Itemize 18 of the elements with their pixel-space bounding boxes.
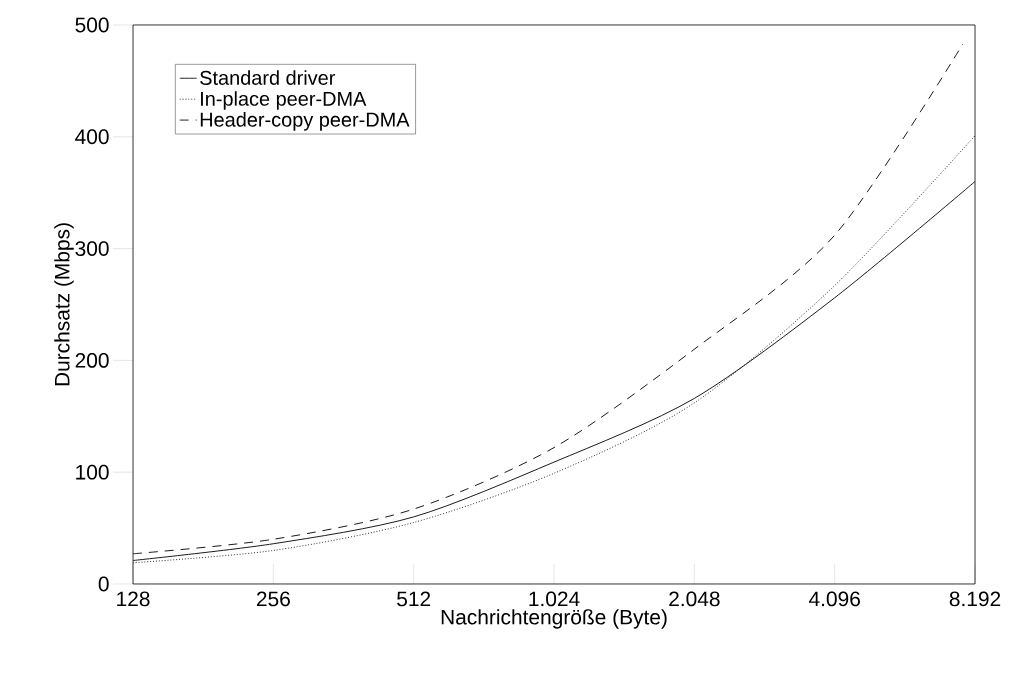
y-tick-label: 200: [75, 352, 109, 368]
legend-label: In-place peer-DMA: [201, 91, 367, 110]
x-tick-label: 4.096: [808, 591, 860, 607]
x-tick-label: 128: [117, 591, 150, 607]
y-tick-label: 0: [98, 576, 109, 592]
legend-label: Header-copy peer-DMA: [200, 112, 410, 131]
legend-label: Standard driver: [200, 70, 336, 85]
x-axis-title: Nachrichtengröße (Byte): [441, 609, 667, 629]
y-tick-label: 400: [75, 129, 109, 145]
y-axis-title: Durchsatz (Mbps): [54, 223, 74, 386]
x-tick-label: 8.192: [949, 591, 1001, 607]
y-tick-label: 100: [76, 464, 109, 480]
x-tick-label: 2.048: [669, 591, 720, 607]
x-tick-label: 256: [256, 591, 290, 607]
x-tick-label: 512: [397, 591, 431, 607]
x-tick-label: 1.024: [529, 591, 580, 607]
y-tick-label: 300: [75, 241, 109, 256]
y-tick-label: 500: [75, 17, 109, 33]
